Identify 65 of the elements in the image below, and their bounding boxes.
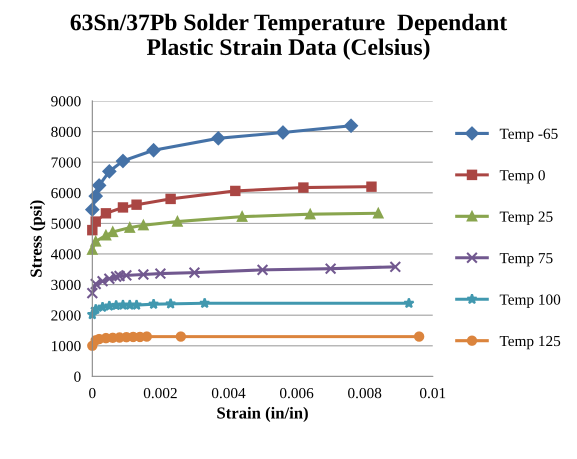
y-axis-title: Stress (psi) (30, 200, 46, 277)
point (148, 298, 160, 310)
legend-label: Temp 100 (500, 294, 560, 308)
point (100, 230, 112, 241)
y-tick-label: 4000 (50, 249, 81, 260)
point (154, 268, 166, 280)
point (211, 131, 226, 146)
point (138, 220, 149, 230)
point (124, 222, 135, 233)
y-tick-label: 3000 (51, 280, 81, 290)
point (146, 143, 161, 158)
y-tick-label: 1000 (52, 340, 81, 352)
point (198, 297, 210, 308)
point (366, 181, 377, 192)
point (90, 216, 101, 227)
point (102, 164, 116, 178)
point (188, 266, 200, 279)
point (276, 126, 290, 140)
point (92, 178, 106, 192)
point (100, 208, 112, 218)
point (256, 264, 268, 276)
point (90, 236, 101, 247)
x-tick-label: 0.004 (212, 388, 246, 398)
point (172, 216, 183, 227)
point (165, 194, 176, 204)
y-tick-label: 6000 (51, 188, 81, 198)
y-tick-label: 2000 (51, 310, 81, 321)
point (298, 182, 309, 193)
x-tick-label: 0.008 (348, 388, 382, 398)
point (88, 189, 103, 204)
point (164, 298, 176, 309)
legend-label: Temp 0 (500, 170, 545, 184)
x-tick-label: 0.01 (420, 388, 446, 398)
point (118, 202, 128, 213)
x-axis-title: Strain (in/in) (217, 406, 308, 422)
legend-label: Temp 75 (500, 253, 553, 266)
y-tick-label: 8000 (51, 126, 81, 138)
point (414, 331, 424, 342)
y-tick-label: 7000 (52, 157, 81, 168)
y-tick-label: 0 (74, 372, 81, 382)
legend-label: Temp 125 (500, 336, 560, 350)
chart-title: 63Sn/37Pb Solder Temperature Dependant Plastic Strain Data (Celsius) (70, 14, 508, 60)
point (373, 208, 384, 218)
point (344, 118, 358, 133)
point (403, 297, 415, 308)
y-tick-label: 5000 (52, 218, 81, 229)
legend-label: Temp -65 (500, 128, 558, 142)
point (108, 226, 118, 238)
point (116, 154, 130, 168)
x-tick-label: 0.002 (144, 388, 177, 398)
point (324, 262, 337, 275)
point (131, 200, 142, 210)
point (304, 208, 316, 220)
legend-label: Temp 25 (500, 212, 553, 225)
y-tick-label: 9000 (51, 96, 81, 106)
point (236, 211, 248, 222)
point (85, 202, 100, 217)
x-tick-label: 0 (89, 388, 96, 398)
point (176, 331, 186, 342)
x-tick-label: 0.006 (280, 388, 314, 398)
point (86, 287, 98, 300)
point (137, 268, 150, 280)
point (389, 260, 402, 273)
point (230, 186, 241, 196)
point (142, 331, 152, 342)
